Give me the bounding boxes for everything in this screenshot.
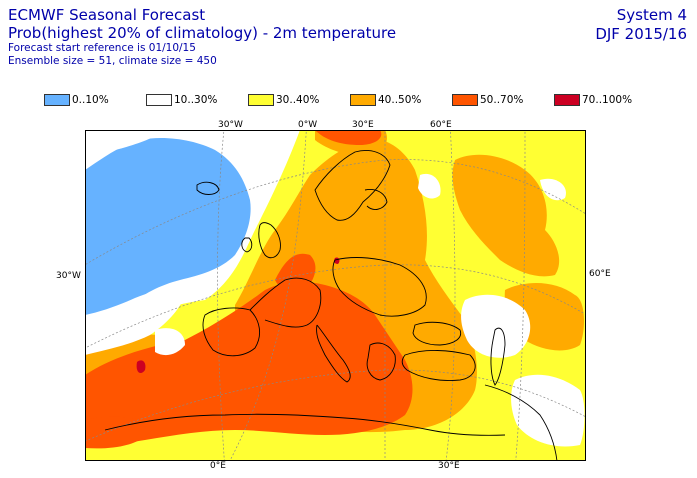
forecast-reference: Forecast start reference is 01/10/15	[8, 42, 196, 54]
legend-swatch	[44, 94, 70, 106]
legend-swatch	[554, 94, 580, 106]
prob-zone-50-70	[85, 416, 155, 449]
graticule	[85, 130, 586, 461]
legend-item: 50..70%	[452, 94, 523, 106]
legend-swatch	[146, 94, 172, 106]
legend-item: 40..50%	[350, 94, 421, 106]
lon-label-top: 30°E	[352, 120, 374, 130]
lon-label-bottom: 0°E	[210, 461, 226, 471]
prob-zone-10-30	[540, 178, 566, 201]
system-label: System 4	[616, 6, 687, 24]
map-canvas	[85, 130, 586, 461]
legend-item: 10..30%	[146, 94, 217, 106]
prob-zone-50-70	[315, 130, 382, 145]
legend-label: 0..10%	[72, 94, 109, 106]
chart-subtitle: Prob(highest 20% of climatology) - 2m te…	[8, 24, 397, 42]
header-right: System 4 DJF 2015/16	[595, 6, 687, 44]
header-left: ECMWF Seasonal Forecast Prob(highest 20%…	[8, 6, 396, 68]
legend-swatch	[452, 94, 478, 106]
prob-zone-50-70	[85, 281, 413, 444]
lon-label-top: 60°E	[430, 120, 452, 130]
legend-item: 0..10%	[44, 94, 109, 106]
coastlines	[104, 150, 558, 461]
prob-zone-10-30	[155, 328, 185, 356]
ensemble-info: Ensemble size = 51, climate size = 450	[8, 55, 217, 67]
legend-item: 70..100%	[554, 94, 632, 106]
prob-zone-10-30	[85, 289, 185, 355]
prob-zone-40-50	[452, 154, 560, 277]
legend-label: 30..40%	[276, 94, 320, 106]
legend-item: 30..40%	[248, 94, 319, 106]
prob-zone-70-100	[136, 360, 146, 374]
lon-label-left: 30°W	[56, 271, 81, 281]
prob-zone-50-70	[275, 253, 316, 292]
legend-label: 50..70%	[480, 94, 524, 106]
prob-zone-10-30	[85, 130, 165, 165]
legend-swatch	[248, 94, 274, 106]
chart-title: ECMWF Seasonal Forecast	[8, 6, 206, 24]
prob-zone-0-10	[85, 138, 251, 319]
legend-label: 40..50%	[378, 94, 422, 106]
map-frame	[85, 130, 586, 461]
prob-zone-10-30	[418, 173, 441, 199]
lon-label-right: 60°E	[589, 269, 611, 279]
legend-label: 70..100%	[582, 94, 633, 106]
prob-zone-10-30	[461, 294, 531, 358]
probability-map	[85, 130, 586, 461]
lon-label-top: 30°W	[218, 120, 243, 130]
legend-swatch	[350, 94, 376, 106]
legend: 0..10% 10..30% 30..40% 40..50% 50..70% 7…	[0, 94, 697, 110]
prob-zone-10-30	[511, 374, 585, 447]
lon-label-bottom: 30°E	[438, 461, 460, 471]
season-label: DJF 2015/16	[595, 25, 687, 43]
lon-label-top: 0°W	[298, 120, 318, 130]
legend-label: 10..30%	[174, 94, 218, 106]
